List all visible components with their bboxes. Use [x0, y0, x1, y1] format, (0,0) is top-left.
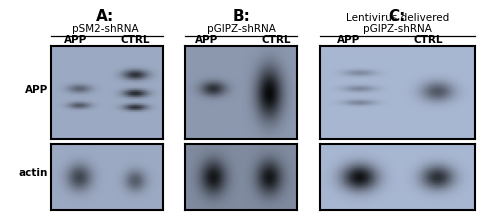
Text: C:: C: — [388, 9, 406, 24]
Text: pGIPZ-shRNA: pGIPZ-shRNA — [206, 24, 276, 34]
Text: CTRL: CTRL — [262, 35, 291, 45]
Text: pGIPZ-shRNA: pGIPZ-shRNA — [363, 24, 432, 34]
Text: Lentivirus delivered: Lentivirus delivered — [346, 13, 449, 23]
Text: APP: APP — [64, 35, 87, 45]
Text: APP: APP — [195, 35, 218, 45]
Text: CTRL: CTRL — [121, 35, 150, 45]
Text: A:: A: — [96, 9, 114, 24]
Text: APP: APP — [337, 35, 361, 45]
Text: B:: B: — [232, 9, 250, 24]
Text: pSM2-shRNA: pSM2-shRNA — [72, 24, 138, 34]
Text: actin: actin — [19, 168, 48, 179]
Text: APP: APP — [24, 84, 48, 95]
Text: CTRL: CTRL — [414, 35, 443, 45]
